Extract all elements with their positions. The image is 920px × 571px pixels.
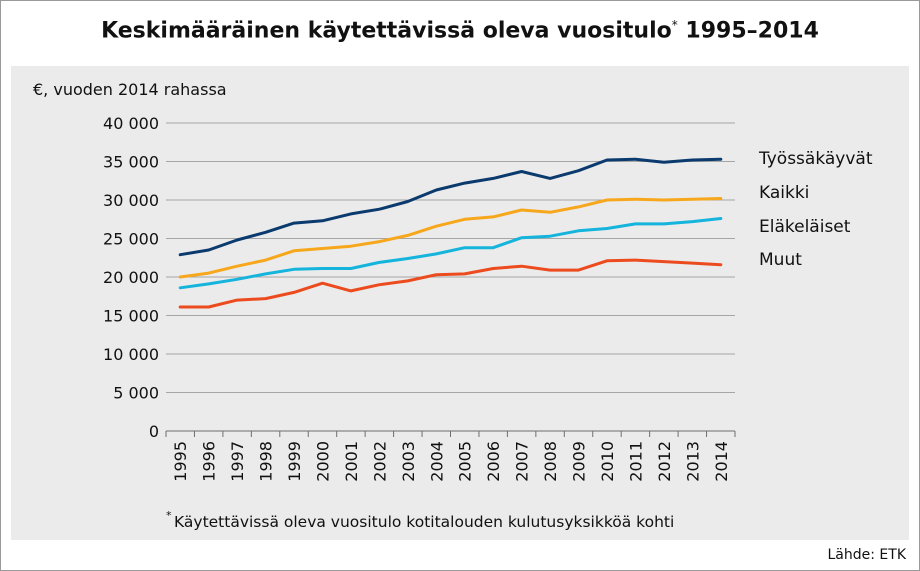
legend-label: Kaikki <box>759 183 809 203</box>
series-line <box>178 157 723 257</box>
x-tick-label: 1998 <box>257 441 276 482</box>
chart-title-text: Keskimääräinen käytettävissä oleva vuosi… <box>101 18 672 44</box>
x-tick-label: 1999 <box>285 441 304 482</box>
y-tick-label: 20 000 <box>103 268 159 287</box>
y-tick-label: 0 <box>149 422 159 441</box>
footnote-marker: * <box>166 509 172 522</box>
y-axis-ticks: 0 5 000 10 000 15 000 20 000 25 000 30 000 35 0… <box>103 114 159 441</box>
x-axis <box>165 430 736 437</box>
x-tick-label: 1997 <box>228 441 247 482</box>
x-tick-label: 2009 <box>570 441 589 482</box>
x-tick-label: 2010 <box>598 441 617 482</box>
legend-label: Työssäkäyvät <box>758 149 873 169</box>
y-tick-label: 35 000 <box>103 153 159 172</box>
x-tick-label: 2003 <box>399 441 418 482</box>
y-tick-label: 10 000 <box>103 345 159 364</box>
y-tick-label: 15 000 <box>103 307 159 326</box>
chart-title-marker: * <box>671 18 678 32</box>
y-tick-label: 40 000 <box>103 114 159 133</box>
series-line <box>178 217 723 290</box>
series-line <box>178 197 723 279</box>
x-tick-label: 2013 <box>683 441 702 482</box>
x-axis-ticks: 1995 1996 1997 1998 1999 2000 2001 2002 2003 2004… <box>171 441 731 482</box>
chart-title-years: 1995–2014 <box>685 18 819 44</box>
x-tick-label: 1995 <box>171 441 190 482</box>
y-tick-label: 30 000 <box>103 191 159 210</box>
x-tick-label: 2008 <box>541 441 560 482</box>
legend-label: Eläkeläiset <box>759 217 851 237</box>
x-tick-label: 1996 <box>200 441 219 482</box>
x-tick-label: 2011 <box>626 441 645 482</box>
x-tick-label: 2007 <box>513 441 532 482</box>
x-tick-label: 2006 <box>484 441 503 482</box>
series-line <box>178 258 723 309</box>
x-tick-label: 2002 <box>370 441 389 482</box>
x-tick-label: 2005 <box>456 441 475 482</box>
y-tick-label: 25 000 <box>103 230 159 249</box>
x-tick-label: 2004 <box>427 441 446 482</box>
gridlines <box>166 122 735 393</box>
source-credit: Lähde: ETK <box>827 547 907 563</box>
chart-title: Keskimääräinen käytettävissä oleva vuosi… <box>0 18 920 43</box>
footnote: * Käytettävissä oleva vuositulo kotitalo… <box>166 509 674 531</box>
y-tick-label: 5 000 <box>113 384 159 403</box>
series-lines <box>178 157 723 309</box>
footnote-text: Käytettävissä oleva vuositulo kotitaloud… <box>174 513 674 531</box>
y-axis-label: €, vuoden 2014 rahassa <box>33 80 227 99</box>
legend: Työssäkäyvät Kaikki Eläkeläiset Muut <box>758 149 873 270</box>
x-tick-label: 2012 <box>655 441 674 482</box>
x-tick-label: 2000 <box>313 441 332 482</box>
x-tick-label: 2001 <box>342 441 361 482</box>
x-tick-label: 2014 <box>712 441 731 482</box>
plot-panel <box>11 66 909 540</box>
legend-label: Muut <box>759 250 802 270</box>
